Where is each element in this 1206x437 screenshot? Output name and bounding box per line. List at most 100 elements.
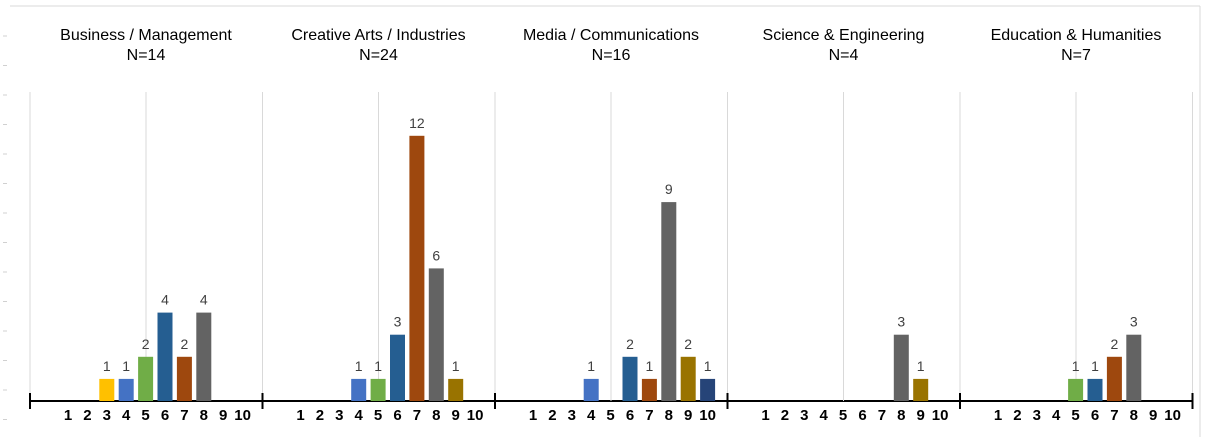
x-tick-label: 6 — [626, 407, 634, 424]
x-tick-label: 3 — [1033, 407, 1041, 424]
x-tick-label: 4 — [587, 407, 596, 424]
x-tick-label: 5 — [1071, 407, 1079, 424]
x-tick-label: 8 — [665, 407, 673, 424]
bar — [680, 356, 696, 401]
data-label: 3 — [897, 314, 905, 330]
x-tick-label: 3 — [568, 407, 576, 424]
bar — [893, 334, 909, 401]
x-tick-label: 5 — [141, 407, 149, 424]
data-label: 1 — [452, 358, 460, 374]
panel-title: Media / Communications — [523, 27, 699, 44]
panel-n-label: N=24 — [359, 47, 398, 64]
x-tick-label: 10 — [1164, 407, 1181, 424]
x-tick-label: 6 — [1091, 407, 1099, 424]
bar — [370, 378, 386, 401]
data-label: 1 — [1091, 358, 1099, 374]
bar — [661, 202, 677, 401]
x-tick-label: 6 — [393, 407, 401, 424]
panel-n-label: N=4 — [829, 47, 859, 64]
bar — [428, 268, 444, 401]
panel-n-label: N=14 — [127, 47, 166, 64]
panel-title: Science & Engineering — [763, 27, 925, 44]
x-tick-label: 6 — [161, 407, 169, 424]
x-tick-label: 1 — [994, 407, 1002, 424]
x-tick-label: 1 — [64, 407, 72, 424]
x-tick-label: 1 — [761, 407, 769, 424]
bar — [157, 312, 173, 401]
bar — [583, 378, 599, 401]
x-tick-label: 3 — [335, 407, 343, 424]
x-tick-label: 10 — [467, 407, 484, 424]
x-tick-label: 4 — [355, 407, 364, 424]
x-tick-label: 2 — [1013, 407, 1021, 424]
bar — [196, 312, 212, 401]
data-label: 1 — [122, 358, 130, 374]
data-label: 2 — [626, 336, 634, 352]
x-tick-label: 2 — [548, 407, 556, 424]
bar — [448, 378, 464, 401]
bar — [641, 378, 657, 401]
x-tick-label: 9 — [452, 407, 460, 424]
bar — [138, 356, 154, 401]
bar — [1126, 334, 1142, 401]
x-tick-label: 5 — [839, 407, 847, 424]
x-tick-label: 2 — [83, 407, 91, 424]
bar — [1106, 356, 1122, 401]
bar — [700, 378, 716, 401]
x-tick-label: 4 — [122, 407, 131, 424]
data-label: 2 — [684, 336, 692, 352]
x-tick-label: 10 — [699, 407, 716, 424]
x-tick-label: 6 — [858, 407, 866, 424]
x-tick-label: 7 — [878, 407, 886, 424]
x-tick-label: 9 — [684, 407, 692, 424]
panel-title: Education & Humanities — [991, 27, 1162, 44]
x-tick-label: 2 — [316, 407, 324, 424]
data-label: 1 — [704, 358, 712, 374]
x-tick-label: 10 — [234, 407, 251, 424]
bar — [1087, 378, 1103, 401]
data-label: 9 — [665, 181, 673, 197]
x-tick-label: 3 — [103, 407, 111, 424]
data-label: 1 — [374, 358, 382, 374]
panel-n-label: N=7 — [1061, 47, 1091, 64]
data-label: 2 — [1111, 336, 1119, 352]
x-tick-label: 3 — [800, 407, 808, 424]
data-label: 1 — [587, 358, 595, 374]
bar — [99, 378, 115, 401]
data-label: 12 — [409, 115, 425, 131]
data-label: 3 — [394, 314, 402, 330]
bar — [118, 378, 134, 401]
data-label: 1 — [646, 358, 654, 374]
bar — [913, 378, 929, 401]
panel-title: Business / Management — [60, 27, 232, 44]
bar — [351, 378, 367, 401]
x-tick-label: 9 — [1149, 407, 1157, 424]
data-label: 2 — [181, 336, 189, 352]
x-tick-label: 9 — [219, 407, 227, 424]
x-tick-label: 9 — [917, 407, 925, 424]
x-tick-label: 8 — [200, 407, 208, 424]
x-tick-label: 7 — [645, 407, 653, 424]
x-tick-label: 5 — [606, 407, 614, 424]
bar — [409, 135, 425, 402]
x-tick-label: 8 — [897, 407, 905, 424]
x-tick-label: 4 — [1052, 407, 1061, 424]
x-tick-label: 5 — [374, 407, 382, 424]
panel-title: Creative Arts / Industries — [291, 27, 465, 44]
bar — [1068, 378, 1084, 401]
data-label: 4 — [200, 292, 208, 308]
panel-n-label: N=16 — [592, 47, 631, 64]
data-label: 2 — [142, 336, 150, 352]
x-tick-label: 7 — [1110, 407, 1118, 424]
data-label: 6 — [432, 247, 440, 263]
bar — [622, 356, 638, 401]
data-label: 1 — [103, 358, 111, 374]
x-tick-label: 7 — [413, 407, 421, 424]
x-tick-label: 2 — [781, 407, 789, 424]
data-label: 4 — [161, 292, 169, 308]
bar — [390, 334, 405, 401]
data-label: 1 — [355, 358, 363, 374]
x-tick-label: 8 — [1130, 407, 1138, 424]
x-tick-label: 8 — [432, 407, 440, 424]
